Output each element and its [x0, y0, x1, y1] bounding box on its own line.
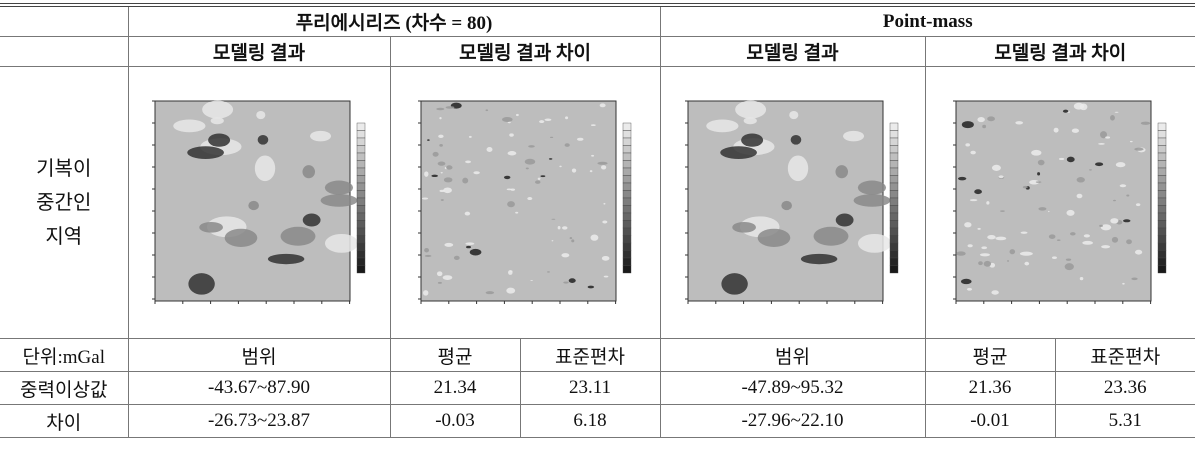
result-table: 푸리에시리즈 (차수 = 80) Point-mass 모델링 결과 모델링 결… — [0, 3, 1195, 438]
cell: -43.67~87.90 — [128, 372, 390, 405]
cell: -26.73~23.87 — [128, 405, 390, 438]
row-label-line: 기복이 — [0, 152, 128, 186]
cell: 6.18 — [520, 405, 660, 438]
subheader: 모델링 결과 — [128, 37, 390, 67]
group-header: Point-mass — [660, 5, 1195, 37]
cell: -47.89~95.32 — [660, 372, 925, 405]
map-cell — [390, 67, 660, 339]
map-image — [403, 93, 648, 313]
empty-cell — [0, 37, 128, 67]
row-header: 단위:mGal — [0, 339, 128, 372]
cell: 범위 — [660, 339, 925, 372]
map-cell — [128, 67, 390, 339]
subheader: 모델링 결과 차이 — [925, 37, 1195, 67]
cell: 평균 — [390, 339, 520, 372]
cell: -0.01 — [925, 405, 1055, 438]
cell: 평균 — [925, 339, 1055, 372]
cell: 23.11 — [520, 372, 660, 405]
map-cell — [925, 67, 1195, 339]
map-image — [938, 93, 1183, 313]
map-image — [137, 93, 382, 313]
cell: 표준편차 — [1055, 339, 1195, 372]
row-label: 기복이 중간인 지역 — [0, 67, 128, 339]
subheader: 모델링 결과 — [660, 37, 925, 67]
group-header: 푸리에시리즈 (차수 = 80) — [128, 5, 660, 37]
row-header: 중력이상값 — [0, 372, 128, 405]
cell: 5.31 — [1055, 405, 1195, 438]
row-header: 차이 — [0, 405, 128, 438]
subheader: 모델링 결과 차이 — [390, 37, 660, 67]
cell: 범위 — [128, 339, 390, 372]
cell: -0.03 — [390, 405, 520, 438]
map-cell — [660, 67, 925, 339]
row-label-line: 지역 — [0, 220, 128, 254]
cell: -27.96~22.10 — [660, 405, 925, 438]
row-label-line: 중간인 — [0, 186, 128, 220]
map-image — [670, 93, 915, 313]
cell: 21.34 — [390, 372, 520, 405]
cell: 23.36 — [1055, 372, 1195, 405]
empty-cell — [0, 5, 128, 37]
page: 푸리에시리즈 (차수 = 80) Point-mass 모델링 결과 모델링 결… — [0, 3, 1195, 466]
cell: 표준편차 — [520, 339, 660, 372]
cell: 21.36 — [925, 372, 1055, 405]
